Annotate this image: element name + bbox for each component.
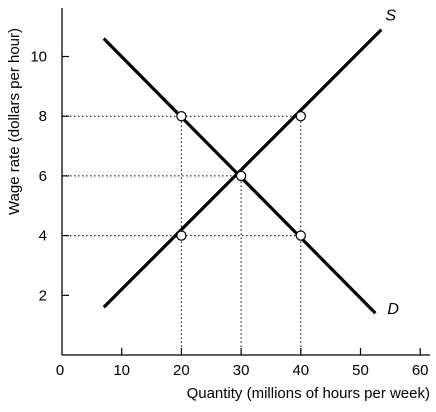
series-line-s xyxy=(102,28,383,309)
y-axis-title: Wage rate (dollars per hour) xyxy=(6,28,23,215)
demand-curve-label: D xyxy=(387,301,399,318)
y-tick-label-6: 6 xyxy=(39,168,47,185)
x-axis-title: Quantity (millions of hours per week) xyxy=(187,385,430,402)
data-point-1 xyxy=(295,110,306,122)
y-tick-label-10: 10 xyxy=(30,49,47,66)
points xyxy=(176,110,306,241)
labels: Quantity (millions of hours per week) Wa… xyxy=(6,8,430,402)
y-tick-label-8: 8 xyxy=(39,108,47,125)
data-point-4 xyxy=(295,230,306,241)
y-tick-label-4: 4 xyxy=(39,228,47,245)
ticks: 0 10 20 30 40 50 60 2 4 6 8 10 xyxy=(30,49,428,380)
x-tick-label-0: 0 xyxy=(56,362,64,379)
x-tick-label-10: 10 xyxy=(113,362,130,379)
x-tick-label-40: 40 xyxy=(292,362,309,379)
y-tick-label-2: 2 xyxy=(39,287,47,304)
x-tick-label-60: 60 xyxy=(412,362,429,379)
data-point-2 xyxy=(235,170,247,182)
x-tick-label-50: 50 xyxy=(352,362,369,379)
x-tick-label-30: 30 xyxy=(233,362,250,379)
supply-curve-label: S xyxy=(385,8,396,25)
reference-lines xyxy=(62,115,302,355)
data-point-3 xyxy=(176,230,187,241)
data-point-0 xyxy=(176,110,187,122)
x-tick-label-20: 20 xyxy=(173,362,190,379)
axes xyxy=(61,8,430,356)
